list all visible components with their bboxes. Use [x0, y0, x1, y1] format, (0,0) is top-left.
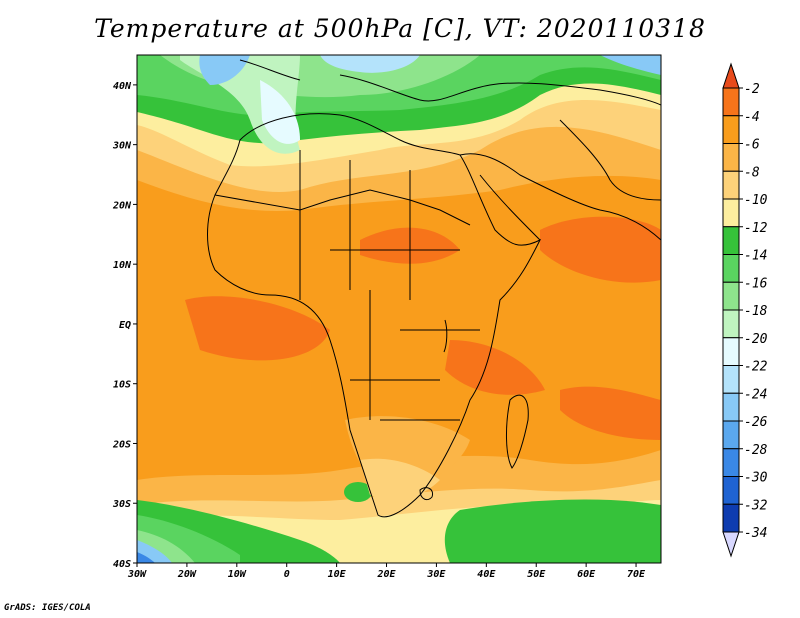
mediterranean-europe-coast [339, 74, 661, 106]
lon-tick-label: 60E [577, 569, 596, 580]
colorbar-label: -32 [744, 498, 768, 513]
colorbar-box [722, 448, 740, 477]
lat-tick-label: EQ [119, 320, 131, 331]
field-band-minus20-north [260, 80, 300, 144]
colorbar-box [722, 115, 740, 144]
colorbar-box [722, 254, 740, 283]
colorbar-box [722, 503, 740, 533]
colorbar-box [722, 309, 740, 339]
lon-tick-label: 10W [228, 569, 247, 580]
lat-tick-label: 10N [113, 260, 132, 271]
lat-tick-label: 40S [113, 559, 131, 570]
lon-tick-label: 30E [426, 569, 446, 580]
field-warm-patch-arabian [540, 216, 661, 283]
colorbar-bottom-arrow [722, 531, 740, 558]
lat-tick-label: 20S [112, 439, 131, 450]
colorbar-box [722, 226, 740, 255]
iberia-coast [239, 59, 301, 81]
colorbar-box [722, 281, 740, 311]
lat-tick-label: 30N [112, 141, 132, 152]
colorbar: -2 -4 -6 -8 -10 -12 -14 -16 -18 -20 -22 -24 -26 -28 -3… [722, 62, 768, 558]
plot-frame [136, 54, 662, 564]
lat-tick-label: 40N [113, 81, 132, 92]
colorbar-label: -34 [744, 526, 767, 541]
field-band-minus22-north [320, 55, 420, 73]
colorbar-label: -24 [744, 387, 767, 402]
coastlines [207, 59, 661, 518]
colorbar-label: -28 [744, 443, 768, 458]
colorbar-top-arrow [722, 62, 740, 89]
lon-tick-label: 70E [627, 569, 646, 580]
colorbar-box [722, 392, 740, 422]
madagascar-coastline [505, 394, 529, 469]
field-band-minus28-sw [137, 552, 155, 563]
colorbar-label: -10 [744, 193, 768, 208]
colorbar-label: -2 [744, 82, 760, 97]
axis-ticks: 30W 20W 10W 0 10E 20E 30E 40E 50E 60E 70E 40N 30N 20N… [112, 81, 646, 580]
colorbar-label: -12 [744, 221, 768, 236]
colorbar-box [722, 198, 740, 228]
field-warm-patch-eastafrica [445, 340, 545, 395]
field-warm-patch-indian [560, 386, 661, 440]
colorbar-box [722, 365, 740, 394]
map-title: Temperature at 500hPa [C], VT: 202011031… [94, 14, 706, 43]
field-band-minus14-se [444, 499, 661, 563]
lat-tick-label: 10S [113, 380, 131, 391]
colorbar-label: -6 [744, 138, 760, 153]
colorbar-label: -30 [744, 471, 768, 486]
field-warm-patch-atlantic [185, 296, 330, 361]
colorbar-label: -18 [744, 304, 768, 319]
lon-tick-label: 20E [376, 569, 396, 580]
colorbar-label: -16 [744, 276, 768, 291]
africa-coastline [207, 113, 542, 518]
field-band-minus24-north [199, 55, 250, 85]
red-sea-coast [479, 174, 541, 241]
colorbar-box [722, 143, 740, 172]
lon-tick-label: 10E [328, 569, 347, 580]
arabia-coastline [459, 153, 661, 241]
persian-gulf-coast [559, 119, 661, 201]
lon-tick-label: 0 [284, 569, 290, 580]
colorbar-label: -14 [744, 249, 767, 264]
colorbar-box [722, 170, 740, 200]
lon-tick-label: 20W [177, 569, 197, 580]
field-band-minus24-ne [600, 55, 661, 75]
colorbar-box [722, 476, 740, 505]
colorbar-label: -22 [744, 360, 768, 375]
lake-victoria [443, 319, 448, 353]
country-borders [299, 150, 480, 421]
lon-tick-label: 40E [477, 569, 496, 580]
lat-tick-label: 30S [112, 499, 131, 510]
colorbar-label: -4 [744, 110, 760, 125]
colorbar-box [722, 87, 740, 117]
colorbar-label: -20 [744, 332, 768, 347]
colorbar-box [722, 337, 740, 366]
field-cold-spot-south-atlantic [344, 482, 372, 502]
colorbar-label: -8 [744, 165, 760, 180]
lon-tick-label: 30W [127, 569, 147, 580]
lat-tick-label: 20N [112, 200, 132, 211]
grads-credit: GrADS: IGES/COLA [4, 603, 91, 613]
colorbar-box [722, 420, 740, 450]
colorbar-label: -26 [744, 415, 768, 430]
lesotho-border [419, 487, 434, 501]
lon-tick-label: 50E [527, 569, 546, 580]
temperature-field [137, 55, 661, 563]
